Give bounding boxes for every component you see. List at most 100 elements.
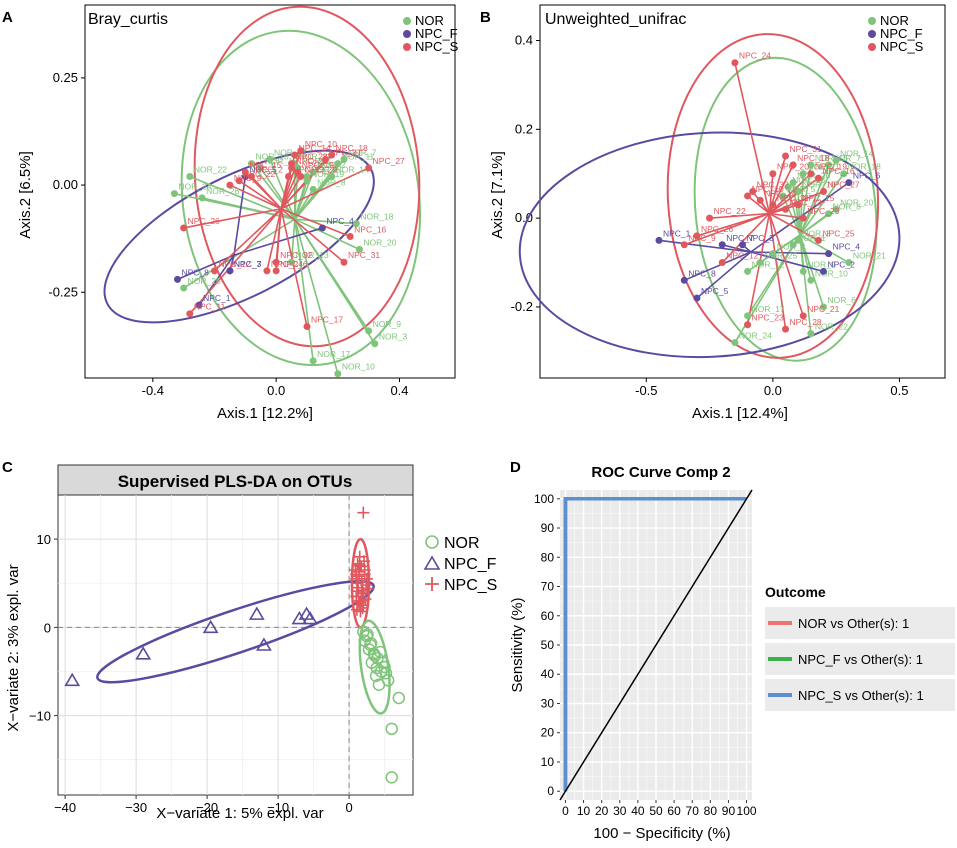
panel_a-legend-marker (403, 43, 411, 51)
panel_a-point-label: NPC_17 (311, 315, 343, 325)
panel_b-point-label: NOR_9 (807, 259, 836, 269)
panel_a-point-label: NPC_11 (194, 302, 226, 312)
panel_b-point (807, 330, 815, 338)
panel_a-legend-label: NPC_F (415, 26, 458, 41)
panel_b-point-label: NPC_12 (726, 251, 758, 261)
panel-c-nor-point (385, 771, 398, 784)
panel_a-point-label: NPC_27 (373, 156, 405, 166)
panel_a-point-label: NOR_1 (311, 164, 340, 174)
panel-c-xtick-label: −10 (267, 800, 289, 815)
panel-c-ytick-label: 0 (44, 620, 51, 635)
panel-c-ytick-label: −10 (29, 709, 51, 724)
panel_b-point (744, 267, 752, 275)
panel_b-point-label: NOR_12 (752, 259, 785, 269)
panel-c-xtick-label: −30 (125, 800, 147, 815)
panel_a-spider-line (238, 180, 282, 210)
panel-c-ellipse-npc-f (96, 580, 375, 684)
panel_b-spider-line (750, 251, 829, 255)
panel_b-point (789, 161, 797, 169)
panel-d-xtick-label: 50 (649, 804, 663, 818)
panel_a-point (272, 258, 280, 266)
panel_b-spider-line (734, 62, 771, 214)
panel-d-chart: ROC Curve Comp 2 100 − Specificity (%) S… (509, 464, 955, 842)
panel_a-point-label: NOR_26 (206, 186, 239, 196)
panel_b-point-label: NPC_23 (752, 313, 784, 323)
panel-d-ytick-label: 80 (541, 550, 555, 564)
panel_a-point (303, 177, 311, 185)
panel_b-point-label: NPC_15 (802, 193, 834, 203)
panel_b-point (814, 174, 822, 182)
panel_b-point (832, 205, 840, 213)
panel-d-xlabel: 100 − Specificity (%) (593, 825, 730, 842)
panel_b-point-label: NOR_3 (802, 228, 831, 238)
panel-c-npc-f-point (248, 606, 265, 620)
panel_b-point (840, 170, 848, 178)
panel_a-point (180, 224, 188, 232)
panel_b-ytick-label: 0.2 (515, 121, 533, 136)
panel-letter-a: A (2, 9, 13, 26)
panel_b-point (782, 205, 790, 213)
panel_a-spider-line (294, 175, 333, 220)
panel_a-point (285, 172, 292, 180)
panel_b-point-label: NPC_25 (822, 228, 854, 238)
panel_b-point (845, 259, 853, 267)
panel_b-point (784, 183, 792, 191)
panel-a-ylabel: Axis.2 [6.5%] (17, 151, 34, 239)
panel_a-point (340, 155, 348, 163)
panel_b-spider-line (768, 213, 805, 317)
panel_b-point-label: NOR_5 (787, 184, 816, 194)
panel_b-spider-line (768, 213, 787, 330)
panel-b-xlabel: Axis.1 [12.4%] (692, 405, 788, 422)
panel-c-legend-label: NOR (444, 535, 480, 552)
panel-letter-c: C (2, 459, 13, 476)
panel_b-point-label: NOR_24 (739, 330, 772, 340)
panel_b-spider-line (721, 212, 770, 264)
panel_a-point-label: NPC_3 (234, 259, 262, 269)
panel-c-npc-f-point (64, 672, 81, 687)
panel-d-ytick-label: 30 (541, 696, 555, 710)
panel-b-ylabel: Axis.2 [7.1%] (489, 151, 506, 239)
panel_a-spider-line (294, 188, 314, 220)
panel_b-xtick-label: 0.5 (890, 383, 908, 398)
panel_a-point-label: NPC_29 (305, 164, 337, 174)
panel_a-point (263, 267, 271, 275)
panel-c-nor-point (379, 666, 393, 680)
panel_b-point-label: NPC_7 (726, 233, 754, 243)
panel_a-point (174, 275, 181, 283)
panel_b-point (769, 250, 777, 258)
panel-d-xtick-label: 20 (595, 804, 609, 818)
panel-c-legend-label: NPC_F (444, 556, 497, 573)
panel_b-point (655, 236, 663, 244)
panel-c-title-strip (57, 464, 414, 496)
panel_b-point (825, 250, 833, 258)
panel_a-xtick-label: -0.4 (142, 383, 164, 398)
panel_b-legend-marker (868, 43, 876, 51)
panel_b-point (756, 259, 764, 267)
panel_a-point-label: NPC_5 (249, 164, 277, 174)
panel_b-spider-line (787, 186, 801, 236)
panel_a-spider-line (280, 208, 351, 238)
panel-c-xlabel: X−variate 1: 5% expl. var (156, 805, 323, 822)
panel_a-point (309, 357, 317, 365)
panel-d-ytick-label: 40 (541, 667, 555, 681)
panel_a-point-label: NOR_22 (194, 164, 227, 174)
panel_a-point-label: NOR_8 (317, 177, 346, 187)
panel_b-point-label: NPC_24 (739, 51, 771, 61)
panel_b-point (744, 192, 752, 200)
panel_a-ytick-label: 0.00 (53, 177, 78, 192)
panel_a-point (235, 177, 243, 185)
panel_a-point (241, 168, 249, 176)
panel-d-legend-key-bg (765, 643, 955, 675)
panel_a-point (272, 267, 280, 275)
panel_a-ellipse-npc_s (193, 5, 421, 348)
panel_b-point (706, 214, 714, 222)
panel-c-ylabel: X−variate 2: 3% expl. var (5, 564, 22, 731)
panel_b-point-label: NOR_25 (764, 251, 797, 261)
panel-d-reference-line (559, 489, 753, 801)
panel_b-spider-line (799, 234, 850, 264)
panel_a-point-label: NOR_12 (265, 156, 298, 166)
panel_a-point-label: NOR_20 (363, 237, 396, 247)
panel-c-nor-point (370, 661, 384, 675)
panel-a-frame (84, 4, 456, 379)
panel_b-point-label: NPC_32 (757, 180, 789, 190)
